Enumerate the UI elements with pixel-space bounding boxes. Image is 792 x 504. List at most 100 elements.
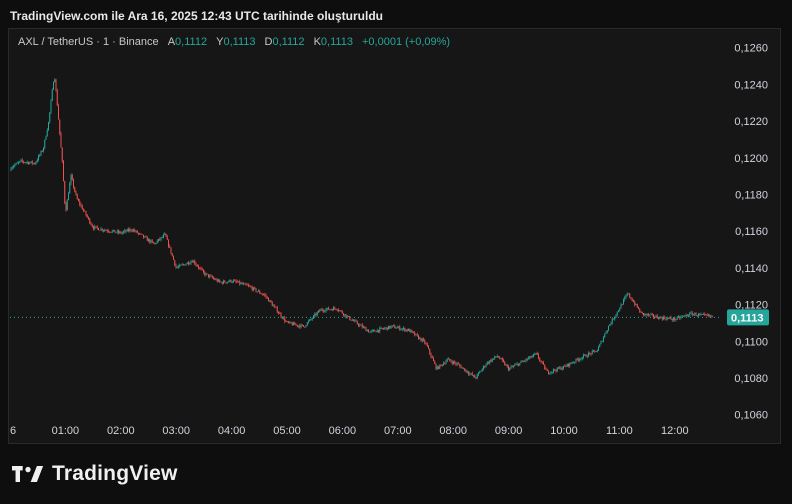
candle xyxy=(608,325,609,332)
candle xyxy=(320,308,322,311)
candle xyxy=(449,358,451,362)
candle xyxy=(360,323,362,326)
candle xyxy=(448,357,449,360)
candle xyxy=(170,247,172,255)
brand[interactable]: TradingView xyxy=(12,462,178,486)
candle xyxy=(270,299,272,304)
candle xyxy=(404,327,406,332)
candle xyxy=(625,294,627,299)
candle xyxy=(444,361,446,365)
candle xyxy=(278,311,279,315)
candle xyxy=(165,233,167,237)
candle xyxy=(679,315,681,320)
candle xyxy=(509,367,511,371)
candle xyxy=(585,353,587,357)
candle xyxy=(158,238,159,243)
candle xyxy=(649,314,651,317)
candle xyxy=(131,228,133,233)
candle xyxy=(135,230,137,233)
candle xyxy=(45,135,47,141)
candle xyxy=(555,368,557,374)
candle xyxy=(624,295,626,302)
candle xyxy=(411,330,413,333)
candle xyxy=(318,310,319,314)
candle xyxy=(370,329,372,334)
candle xyxy=(179,263,181,268)
candle xyxy=(443,361,444,366)
candle xyxy=(635,303,637,306)
candle xyxy=(128,227,129,233)
candle xyxy=(549,372,551,375)
candle xyxy=(56,88,58,106)
candle xyxy=(423,337,424,342)
candle xyxy=(420,337,422,342)
candle xyxy=(83,208,84,213)
candle xyxy=(325,307,327,314)
candle xyxy=(626,292,628,297)
y-tick-label: 0,1200 xyxy=(734,153,768,165)
candle xyxy=(406,328,408,332)
candle xyxy=(378,329,379,334)
candle xyxy=(394,324,396,329)
candle xyxy=(301,324,303,327)
candle xyxy=(574,361,576,365)
candle xyxy=(445,359,447,365)
candle xyxy=(451,359,453,366)
candle xyxy=(95,226,97,229)
candle xyxy=(363,325,364,329)
candle xyxy=(666,316,668,321)
candle xyxy=(563,365,564,370)
candle xyxy=(503,358,504,363)
candle xyxy=(664,315,666,320)
candle xyxy=(98,227,99,231)
candle xyxy=(308,319,309,324)
candle xyxy=(499,355,501,360)
y-axis: 0,1260 0,1240 0,1220 0,1200 0,1180 0,1160 0,11… xyxy=(734,43,768,422)
candle xyxy=(115,232,117,234)
candle xyxy=(620,302,622,309)
candle xyxy=(534,352,536,356)
candle xyxy=(504,360,506,366)
candle xyxy=(294,321,296,325)
candle xyxy=(134,228,136,233)
candle xyxy=(25,161,27,165)
candle xyxy=(430,352,432,359)
y-tick-label: 0,1180 xyxy=(735,189,768,201)
candle xyxy=(24,161,26,164)
y-tick-label: 0,1240 xyxy=(734,79,768,91)
candle xyxy=(65,201,67,212)
candle xyxy=(313,314,314,320)
candle xyxy=(521,360,523,363)
candle xyxy=(259,289,261,295)
candle xyxy=(348,316,349,318)
candle xyxy=(461,366,463,369)
candle xyxy=(638,306,639,310)
candle xyxy=(575,358,577,364)
chart-panel[interactable] xyxy=(8,28,781,444)
candle xyxy=(339,310,341,312)
candle xyxy=(356,320,358,325)
candle xyxy=(516,362,518,366)
candle xyxy=(70,173,72,186)
candle xyxy=(18,161,19,165)
svg-text:0,1113: 0,1113 xyxy=(731,312,763,324)
candle xyxy=(73,178,74,189)
candle xyxy=(141,234,143,236)
candle xyxy=(136,230,138,234)
symbol-legend[interactable]: AXL / TetherUS · 1 · Binance A0,1112 Y0,… xyxy=(18,36,450,48)
candle xyxy=(349,315,351,321)
candle xyxy=(369,331,371,333)
candle xyxy=(120,230,122,235)
candle xyxy=(531,354,533,358)
candle xyxy=(520,360,522,364)
candle xyxy=(601,340,603,343)
y-tick-label: 0,1220 xyxy=(734,116,768,128)
candle xyxy=(554,369,556,372)
candle xyxy=(61,147,63,164)
candle xyxy=(51,88,53,102)
candle xyxy=(440,364,442,367)
candle xyxy=(249,284,251,287)
candle xyxy=(699,313,701,316)
candle xyxy=(180,264,182,266)
